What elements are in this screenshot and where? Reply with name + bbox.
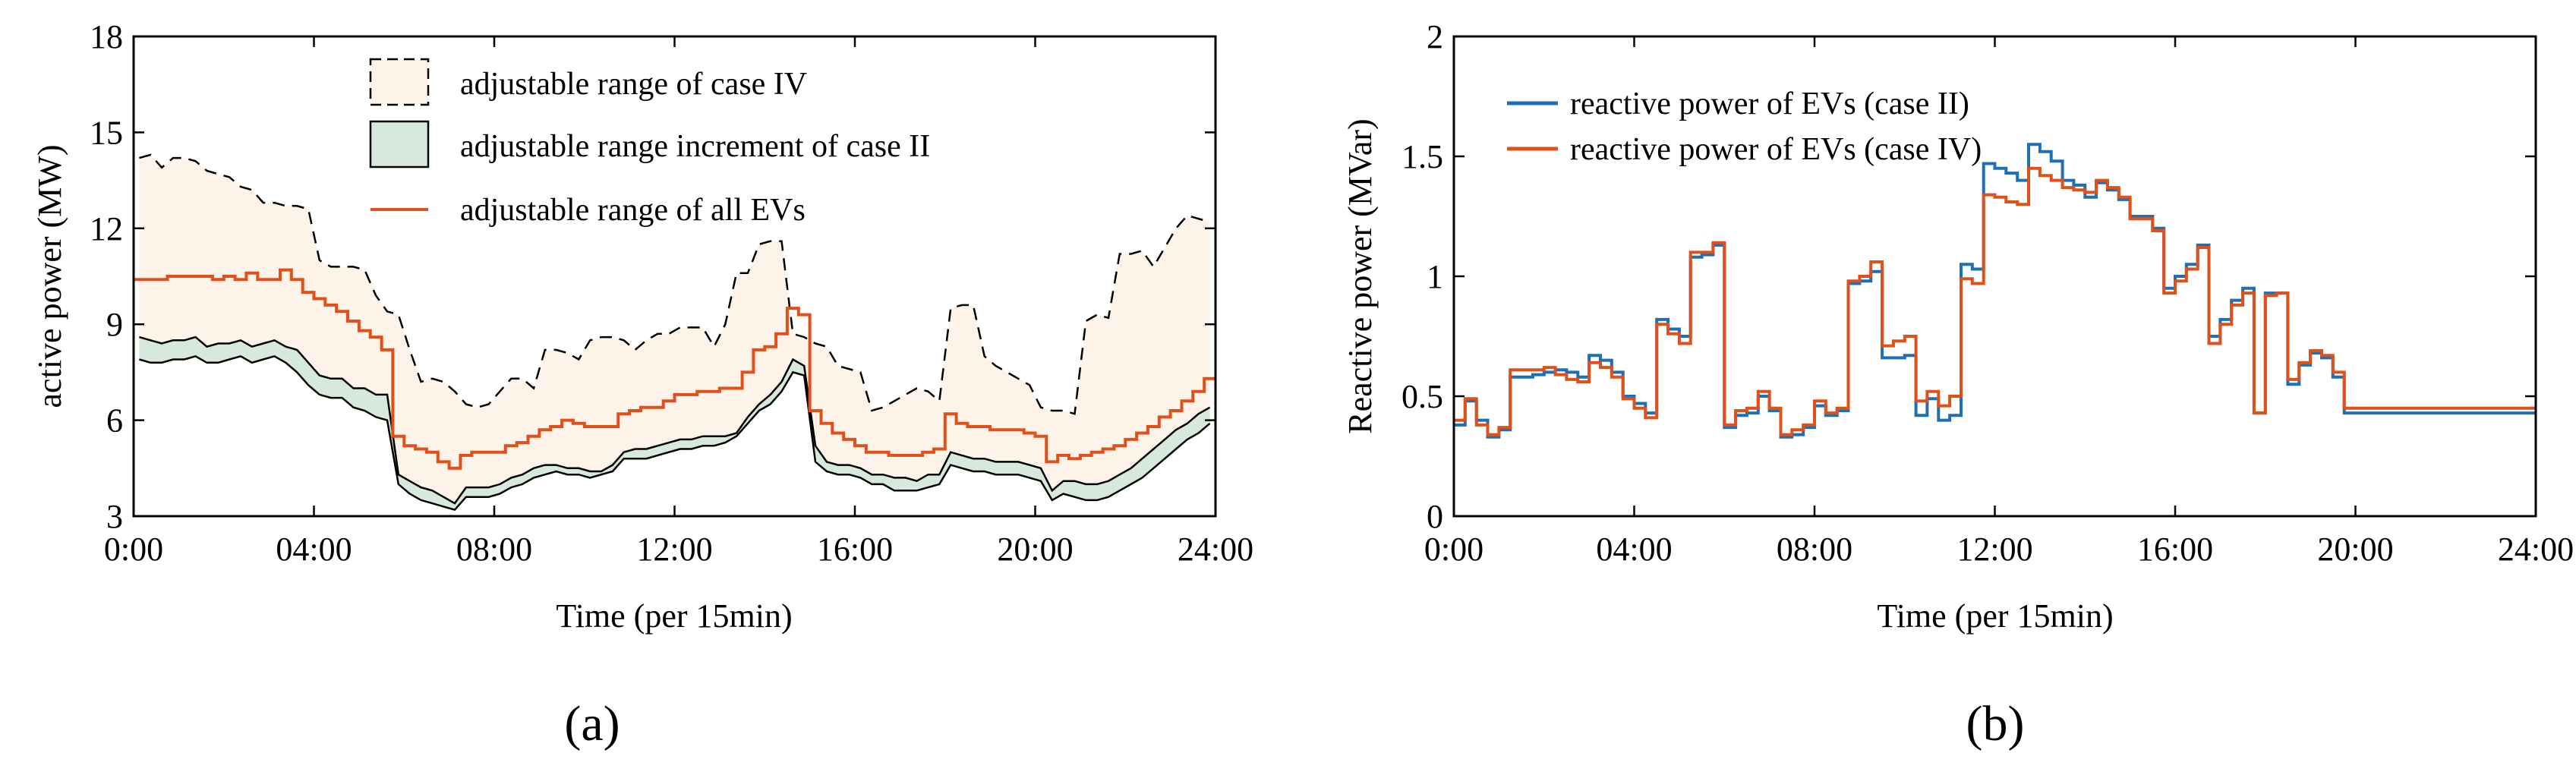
- chart-panel-b: 0:00 04:00 08:00 12:00 16:00 20:00 24:00 0 0.5 1 1…: [1342, 18, 2574, 751]
- legend-label-case-ii-b: reactive power of EVs (case II): [1570, 87, 1969, 121]
- line-all-evs: [134, 268, 1215, 470]
- x-tick-label: 12:00: [636, 531, 712, 568]
- y-axis-title-b: Reactive power (MVar): [1342, 118, 1379, 433]
- y-tick-label: 1: [1427, 258, 1443, 295]
- series-layer-a: [134, 153, 1215, 512]
- area-case-ii-increment: [139, 337, 1210, 510]
- line-case-iv-reactive: [1454, 166, 2536, 436]
- plot-area-b: [1454, 36, 2536, 516]
- ticks-b: 0:00 04:00 08:00 12:00 16:00 20:00 24:00 0 0.5 1 1…: [1402, 18, 2574, 568]
- x-tick-label: 24:00: [2498, 531, 2574, 568]
- x-tick-label: 04:00: [276, 531, 352, 568]
- panel-label-a: (a): [564, 696, 620, 751]
- y-tick-label: 0.5: [1402, 378, 1443, 415]
- y-tick-label: 3: [106, 498, 123, 535]
- x-tick-label: 16:00: [2137, 531, 2213, 568]
- series-layer-b: [1454, 143, 2536, 439]
- line-lower-bound: [139, 354, 1211, 512]
- x-axis-title-b: Time (per 15min): [1877, 597, 2113, 635]
- x-tick-label: 0:00: [104, 531, 163, 568]
- y-tick-label: 12: [90, 210, 123, 247]
- x-tick-label: 20:00: [997, 531, 1073, 568]
- area-case-iv: [139, 154, 1210, 510]
- chart-panel-a: 0:00 04:00 08:00 12:00 16:00 20:00 24:00 3 6 9 12 1…: [31, 18, 1253, 751]
- legend-label-case-iv-b: reactive power of EVs (case IV): [1570, 132, 1982, 167]
- y-tick-label: 6: [106, 402, 123, 439]
- x-tick-label: 16:00: [817, 531, 893, 568]
- y-tick-label: 15: [90, 114, 123, 151]
- x-tick-label: 08:00: [1777, 531, 1852, 568]
- x-tick-label: 20:00: [2317, 531, 2393, 568]
- x-tick-label: 08:00: [456, 531, 532, 568]
- legend-label-all-evs: adjustable range of all EVs: [460, 193, 806, 228]
- legend-swatch-case-iv: [369, 58, 430, 106]
- line-upper-case-ii: [139, 336, 1211, 505]
- legend-swatch-case-ii: [369, 120, 430, 169]
- legend-a: adjustable range of case IV adjustable r…: [369, 58, 930, 228]
- line-upper-case-iv: [139, 153, 1210, 415]
- ticks-a: 0:00 04:00 08:00 12:00 16:00 20:00 24:00 3 6 9 12 1…: [90, 18, 1253, 568]
- y-axis-title-a: active power (MW): [31, 145, 68, 408]
- panel-label-b: (b): [1966, 696, 2025, 751]
- x-axis-title-a: Time (per 15min): [556, 597, 792, 635]
- legend-b: reactive power of EVs (case II) reactive…: [1507, 87, 1982, 167]
- x-tick-label: 24:00: [1178, 531, 1253, 568]
- y-tick-label: 1.5: [1402, 138, 1443, 175]
- y-tick-label: 9: [106, 306, 123, 343]
- y-tick-label: 18: [90, 18, 123, 55]
- legend-label-case-iv: adjustable range of case IV: [460, 67, 807, 102]
- y-tick-label: 0: [1427, 498, 1443, 535]
- x-tick-label: 04:00: [1596, 531, 1672, 568]
- y-tick-label: 2: [1427, 18, 1443, 55]
- x-tick-label: 0:00: [1424, 531, 1483, 568]
- legend-label-case-ii: adjustable range increment of case II: [460, 129, 930, 164]
- x-tick-label: 12:00: [1956, 531, 2032, 568]
